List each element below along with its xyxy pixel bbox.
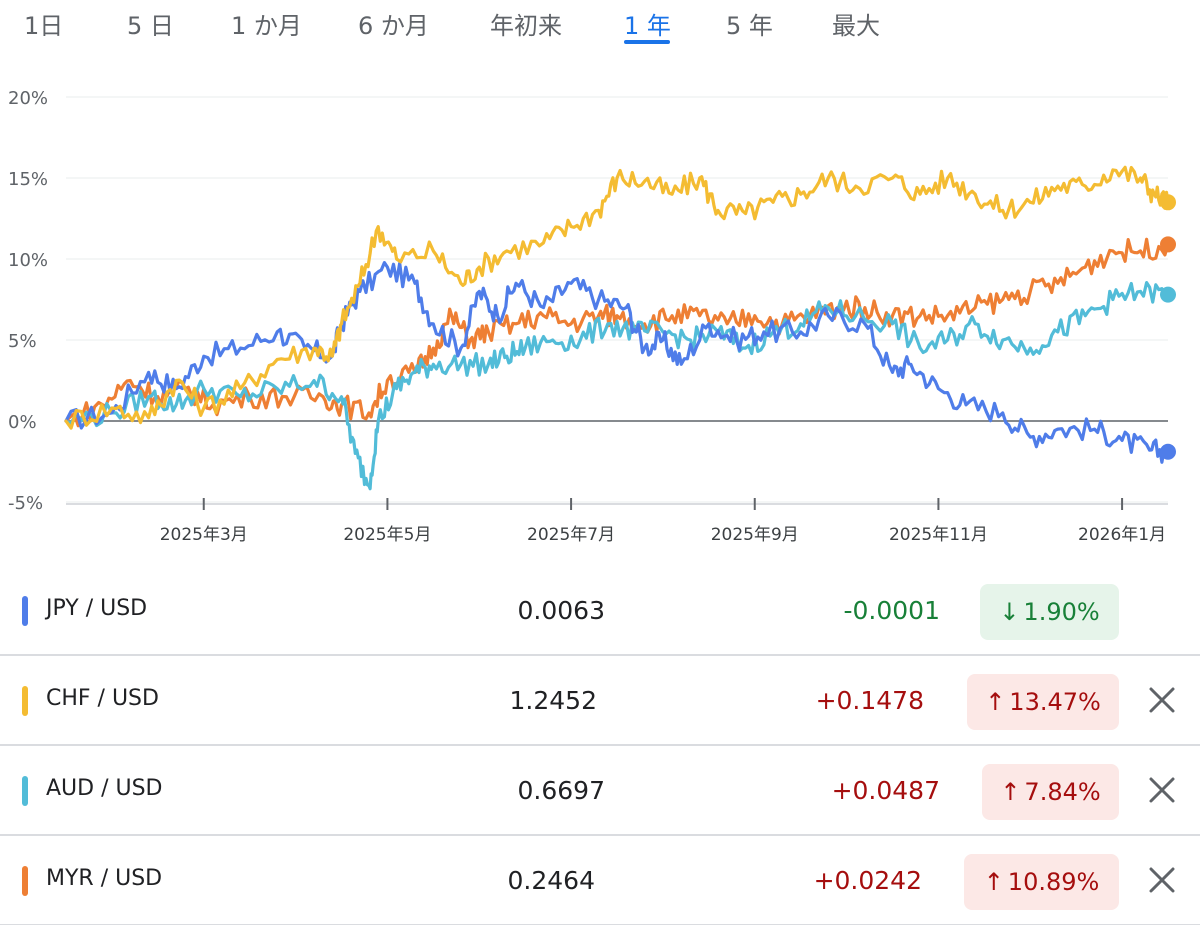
price-value: 0.0063 bbox=[517, 596, 605, 625]
arrow-up-icon: ↑ bbox=[985, 688, 1006, 716]
x-tick-label: 2025年11月 bbox=[889, 525, 988, 545]
y-tick-label: 20% bbox=[8, 88, 48, 109]
tab-1-day[interactable]: 1日 bbox=[24, 12, 64, 40]
series-line-myr-usd bbox=[64, 237, 1170, 428]
change-value: +0.0487 bbox=[831, 776, 940, 805]
percent-change-value: 13.47% bbox=[1009, 688, 1101, 716]
series-endpoint-myr-usd bbox=[1160, 236, 1176, 253]
close-icon[interactable] bbox=[1146, 864, 1178, 896]
price-value: 0.6697 bbox=[517, 776, 605, 805]
grid-layer bbox=[66, 96, 1168, 503]
y-tick-label: 10% bbox=[8, 250, 48, 271]
close-icon[interactable] bbox=[1146, 774, 1178, 806]
percent-change-value: 1.90% bbox=[1023, 598, 1100, 626]
percent-change-badge: ↓ 1.90% bbox=[980, 584, 1119, 640]
pair-label: CHF / USD bbox=[46, 686, 159, 711]
pair-label: MYR / USD bbox=[46, 866, 163, 891]
tab-max[interactable]: 最大 bbox=[832, 12, 880, 40]
tab-5-years[interactable]: 5 年 bbox=[726, 12, 773, 40]
price-value: 1.2452 bbox=[509, 686, 597, 715]
series-color-swatch bbox=[22, 776, 28, 806]
series-endpoint-jpy-usd bbox=[1160, 443, 1176, 460]
percent-change-value: 7.84% bbox=[1024, 778, 1101, 806]
y-tick-label: 15% bbox=[8, 169, 48, 190]
pair-label: JPY / USD bbox=[46, 596, 148, 621]
series-line-chf-usd bbox=[64, 165, 1170, 430]
arrow-up-icon: ↑ bbox=[1000, 778, 1021, 806]
change-value: +0.1478 bbox=[815, 686, 924, 715]
x-tick-label: 2025年7月 bbox=[527, 525, 615, 545]
y-tick-label: -5% bbox=[8, 493, 43, 514]
x-tick-label: 2025年9月 bbox=[711, 525, 799, 545]
percent-change-badge: ↑ 13.47% bbox=[967, 674, 1119, 730]
tab-1-year[interactable]: 1 年 bbox=[624, 12, 671, 40]
list-item-myr-usd[interactable]: MYR / USD 0.2464 +0.0242 ↑ 10.89% bbox=[0, 836, 1200, 925]
x-tick-label: 2025年3月 bbox=[160, 525, 248, 545]
close-icon[interactable] bbox=[1146, 684, 1178, 716]
y-tick-label: 0% bbox=[8, 412, 37, 433]
tab-5-days[interactable]: 5 日 bbox=[127, 12, 174, 40]
x-axis: 2025年3月 2025年5月 2025年7月 2025年9月 2025年11月 2026… bbox=[66, 498, 1168, 545]
arrow-up-icon: ↑ bbox=[983, 868, 1004, 896]
active-tab-underline bbox=[624, 40, 670, 44]
arrow-down-icon: ↓ bbox=[999, 598, 1020, 626]
series-endpoint-chf-usd bbox=[1160, 194, 1176, 211]
tab-1-month[interactable]: 1 か月 bbox=[231, 12, 302, 40]
list-item-chf-usd[interactable]: CHF / USD 1.2452 +0.1478 ↑ 13.47% bbox=[0, 656, 1200, 746]
series-line-aud-usd bbox=[64, 281, 1170, 491]
x-tick-label: 2026年1月 bbox=[1078, 525, 1166, 545]
percent-change-badge: ↑ 10.89% bbox=[964, 854, 1119, 910]
comparison-line-chart: 20%15%10%5%0%-5% 2025年3月 2025年5月 2025年7月 20… bbox=[8, 88, 1176, 545]
list-item-jpy-usd[interactable]: JPY / USD 0.0063 -0.0001 ↓ 1.90% bbox=[0, 566, 1200, 656]
series-color-swatch bbox=[22, 866, 28, 896]
series-layer bbox=[64, 165, 1176, 491]
percent-change-value: 10.89% bbox=[1007, 868, 1100, 896]
price-value: 0.2464 bbox=[507, 866, 595, 895]
tab-6-months[interactable]: 6 か月 bbox=[358, 12, 429, 40]
series-color-swatch bbox=[22, 686, 28, 716]
comparison-list: JPY / USD 0.0063 -0.0001 ↓ 1.90% CHF / US… bbox=[0, 566, 1200, 925]
tab-ytd[interactable]: 年初来 bbox=[490, 12, 562, 40]
percent-change-badge: ↑ 7.84% bbox=[982, 764, 1119, 820]
y-axis-labels: 20% 15% 10% 5% 0% -5% bbox=[8, 88, 48, 514]
series-line-jpy-usd bbox=[64, 261, 1170, 464]
change-value: +0.0242 bbox=[813, 866, 922, 895]
series-color-swatch bbox=[22, 596, 28, 626]
y-tick-label: 5% bbox=[8, 331, 37, 352]
list-item-aud-usd[interactable]: AUD / USD 0.6697 +0.0487 ↑ 7.84% bbox=[0, 746, 1200, 836]
pair-label: AUD / USD bbox=[46, 776, 163, 801]
change-value: -0.0001 bbox=[843, 596, 941, 625]
range-tabs: 1日 5 日 1 か月 6 か月 年初来 1 年 5 年 最大 bbox=[0, 0, 1200, 48]
series-endpoint-aud-usd bbox=[1160, 286, 1176, 303]
x-tick-label: 2025年5月 bbox=[343, 525, 431, 545]
